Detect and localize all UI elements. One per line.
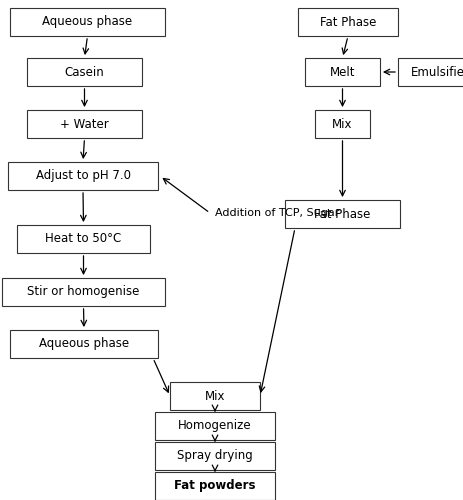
Text: + Water: + Water — [60, 118, 109, 130]
Bar — [27, 110, 142, 138]
Bar — [8, 162, 158, 190]
Text: Fat Phase: Fat Phase — [314, 208, 371, 220]
Bar — [398, 58, 463, 86]
Bar — [10, 8, 165, 36]
Bar — [27, 58, 142, 86]
Bar — [155, 472, 275, 500]
Bar — [305, 58, 380, 86]
Bar — [170, 382, 260, 410]
Bar — [2, 278, 165, 306]
Bar — [298, 8, 398, 36]
Bar — [315, 110, 370, 138]
Text: Spray drying: Spray drying — [177, 450, 253, 462]
Text: Mix: Mix — [332, 118, 353, 130]
Text: Aqueous phase: Aqueous phase — [43, 16, 132, 28]
Text: Aqueous phase: Aqueous phase — [39, 338, 129, 350]
Bar — [285, 200, 400, 228]
Text: Homogenize: Homogenize — [178, 420, 252, 432]
Bar — [17, 225, 150, 253]
Text: Addition of TCP, Sugar: Addition of TCP, Sugar — [215, 208, 339, 218]
Bar — [155, 442, 275, 470]
Text: Heat to 50°C: Heat to 50°C — [45, 232, 122, 245]
Text: Mix: Mix — [205, 390, 225, 402]
Text: Emulsifiers: Emulsifiers — [410, 66, 463, 78]
Text: Casein: Casein — [65, 66, 104, 78]
Text: Fat powders: Fat powders — [174, 480, 256, 492]
Text: Adjust to pH 7.0: Adjust to pH 7.0 — [36, 170, 131, 182]
Bar — [155, 412, 275, 440]
Text: Melt: Melt — [330, 66, 355, 78]
Text: Fat Phase: Fat Phase — [320, 16, 376, 28]
Bar — [10, 330, 158, 358]
Text: Stir or homogenise: Stir or homogenise — [27, 286, 140, 298]
